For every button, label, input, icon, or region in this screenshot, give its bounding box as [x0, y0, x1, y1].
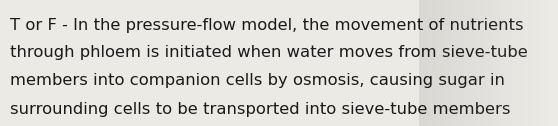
Text: T or F - In the pressure-flow model, the movement of nutrients: T or F - In the pressure-flow model, the…: [10, 18, 523, 33]
Text: members into companion cells by osmosis, causing sugar in: members into companion cells by osmosis,…: [10, 73, 505, 88]
Text: through phloem is initiated when water moves from sieve-tube: through phloem is initiated when water m…: [10, 45, 528, 60]
Text: surrounding cells to be transported into sieve-tube members: surrounding cells to be transported into…: [10, 102, 511, 117]
